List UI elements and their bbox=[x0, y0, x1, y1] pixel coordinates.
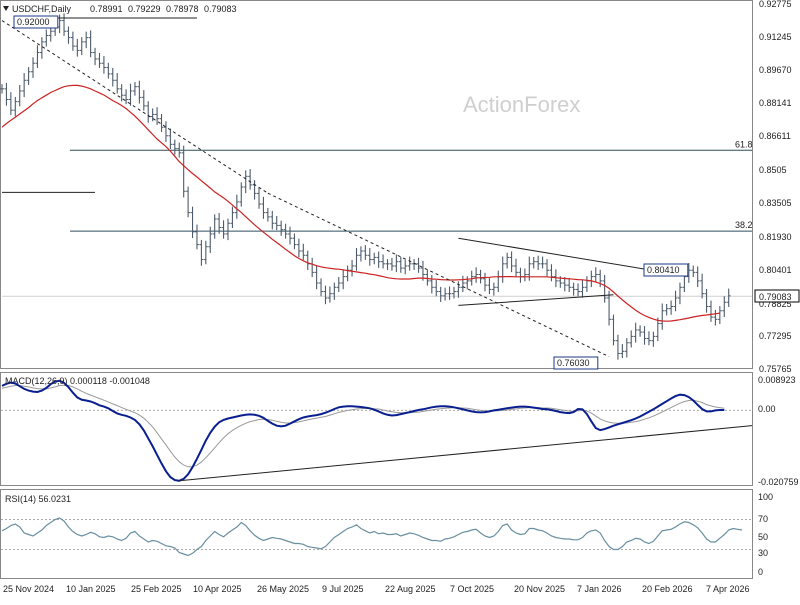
price-tick: 0.78825 bbox=[759, 299, 792, 309]
price-tick: 0.8505 bbox=[759, 165, 787, 175]
rsi-tick: 30 bbox=[758, 548, 768, 558]
macd-signal-line bbox=[1, 384, 725, 468]
price-layer: 61.8 38.2 0.92000 0.80410 0.76030 bbox=[0, 13, 753, 370]
rsi-layer bbox=[1, 517, 752, 557]
price-title: USDCHF,Daily bbox=[12, 4, 72, 14]
time-axis: 25 Nov 2024 10 Jan 2025 25 Feb 2025 10 A… bbox=[3, 584, 750, 594]
watermark: ActionForex bbox=[463, 92, 580, 117]
fib-level-label: 61.8 bbox=[735, 139, 753, 149]
time-tick: 20 Nov 2025 bbox=[514, 584, 565, 594]
last-price-box bbox=[754, 289, 800, 303]
macd-tick: 0.00 bbox=[758, 404, 776, 414]
macd-title: MACD(12,26,9) 0.000118 -0.001048 bbox=[5, 376, 150, 386]
mid-high-price-label-box bbox=[643, 263, 689, 277]
time-tick: 10 Apr 2025 bbox=[193, 584, 242, 594]
ohlc-high: 0.79229 bbox=[128, 4, 161, 14]
price-tick: 0.86611 bbox=[759, 131, 791, 141]
rsi-tick: 0 bbox=[758, 567, 763, 577]
trend-line bbox=[458, 294, 614, 306]
price-tick: 0.92775 bbox=[759, 0, 792, 9]
price-tick: 0.77295 bbox=[759, 331, 792, 341]
time-tick: 9 Jul 2025 bbox=[322, 584, 364, 594]
price-tick: 0.80401 bbox=[759, 265, 792, 275]
rsi-line bbox=[1, 517, 743, 557]
time-tick: 7 Oct 2025 bbox=[450, 584, 494, 594]
time-tick: 22 Aug 2025 bbox=[385, 584, 436, 594]
collapse-triangle-icon[interactable] bbox=[3, 6, 9, 11]
moving-average-line bbox=[1, 84, 720, 322]
macd-tick: 0.008923 bbox=[758, 375, 796, 385]
rsi-tick: 50 bbox=[758, 532, 768, 542]
macd-line bbox=[1, 379, 725, 482]
ohlc-low: 0.78978 bbox=[166, 4, 199, 14]
rsi-tick: 70 bbox=[758, 514, 768, 524]
macd-trend-line bbox=[179, 425, 753, 482]
high-price-label-box bbox=[13, 15, 59, 29]
rsi-tick: 100 bbox=[758, 492, 773, 502]
trend-line bbox=[267, 192, 610, 358]
last-price-label: 0.79083 bbox=[759, 292, 792, 302]
time-tick: 7 Jan 2026 bbox=[577, 584, 622, 594]
macd-layer bbox=[1, 379, 753, 482]
time-tick: 26 May 2025 bbox=[257, 584, 309, 594]
price-tick: 0.75765 bbox=[759, 364, 792, 374]
time-tick: 10 Jan 2025 bbox=[66, 584, 116, 594]
trend-line bbox=[458, 237, 658, 272]
low-price-label-box bbox=[553, 356, 599, 370]
price-tick: 0.89670 bbox=[759, 65, 792, 75]
price-axis: 0.92775 0.91245 0.89670 0.88141 0.86611 … bbox=[759, 0, 792, 374]
time-tick: 25 Nov 2024 bbox=[3, 584, 54, 594]
fib-level-label: 38.2 bbox=[735, 220, 753, 230]
mid-high-price-label: 0.80410 bbox=[647, 265, 680, 275]
price-tick: 0.91245 bbox=[759, 32, 792, 42]
price-tick: 0.83505 bbox=[759, 198, 792, 208]
high-price-label: 0.92000 bbox=[17, 17, 50, 27]
price-panel-frame bbox=[0, 0, 753, 369]
macd-panel-frame bbox=[0, 372, 753, 486]
rsi-title: RSI(14) 56.0231 bbox=[5, 494, 71, 504]
ohlc-close: 0.79083 bbox=[204, 4, 237, 14]
rsi-panel-frame bbox=[0, 489, 753, 579]
price-tick: 0.88141 bbox=[759, 98, 792, 108]
ohlc-open: 0.78991 bbox=[90, 4, 123, 14]
trend-line bbox=[1, 20, 269, 194]
low-price-label: 0.76030 bbox=[557, 358, 590, 368]
time-tick: 25 Feb 2025 bbox=[131, 584, 182, 594]
time-tick: 20 Feb 2026 bbox=[642, 584, 693, 594]
time-tick: 7 Apr 2026 bbox=[706, 584, 750, 594]
macd-tick: -0.020759 bbox=[758, 477, 799, 487]
price-tick: 0.81930 bbox=[759, 232, 792, 242]
